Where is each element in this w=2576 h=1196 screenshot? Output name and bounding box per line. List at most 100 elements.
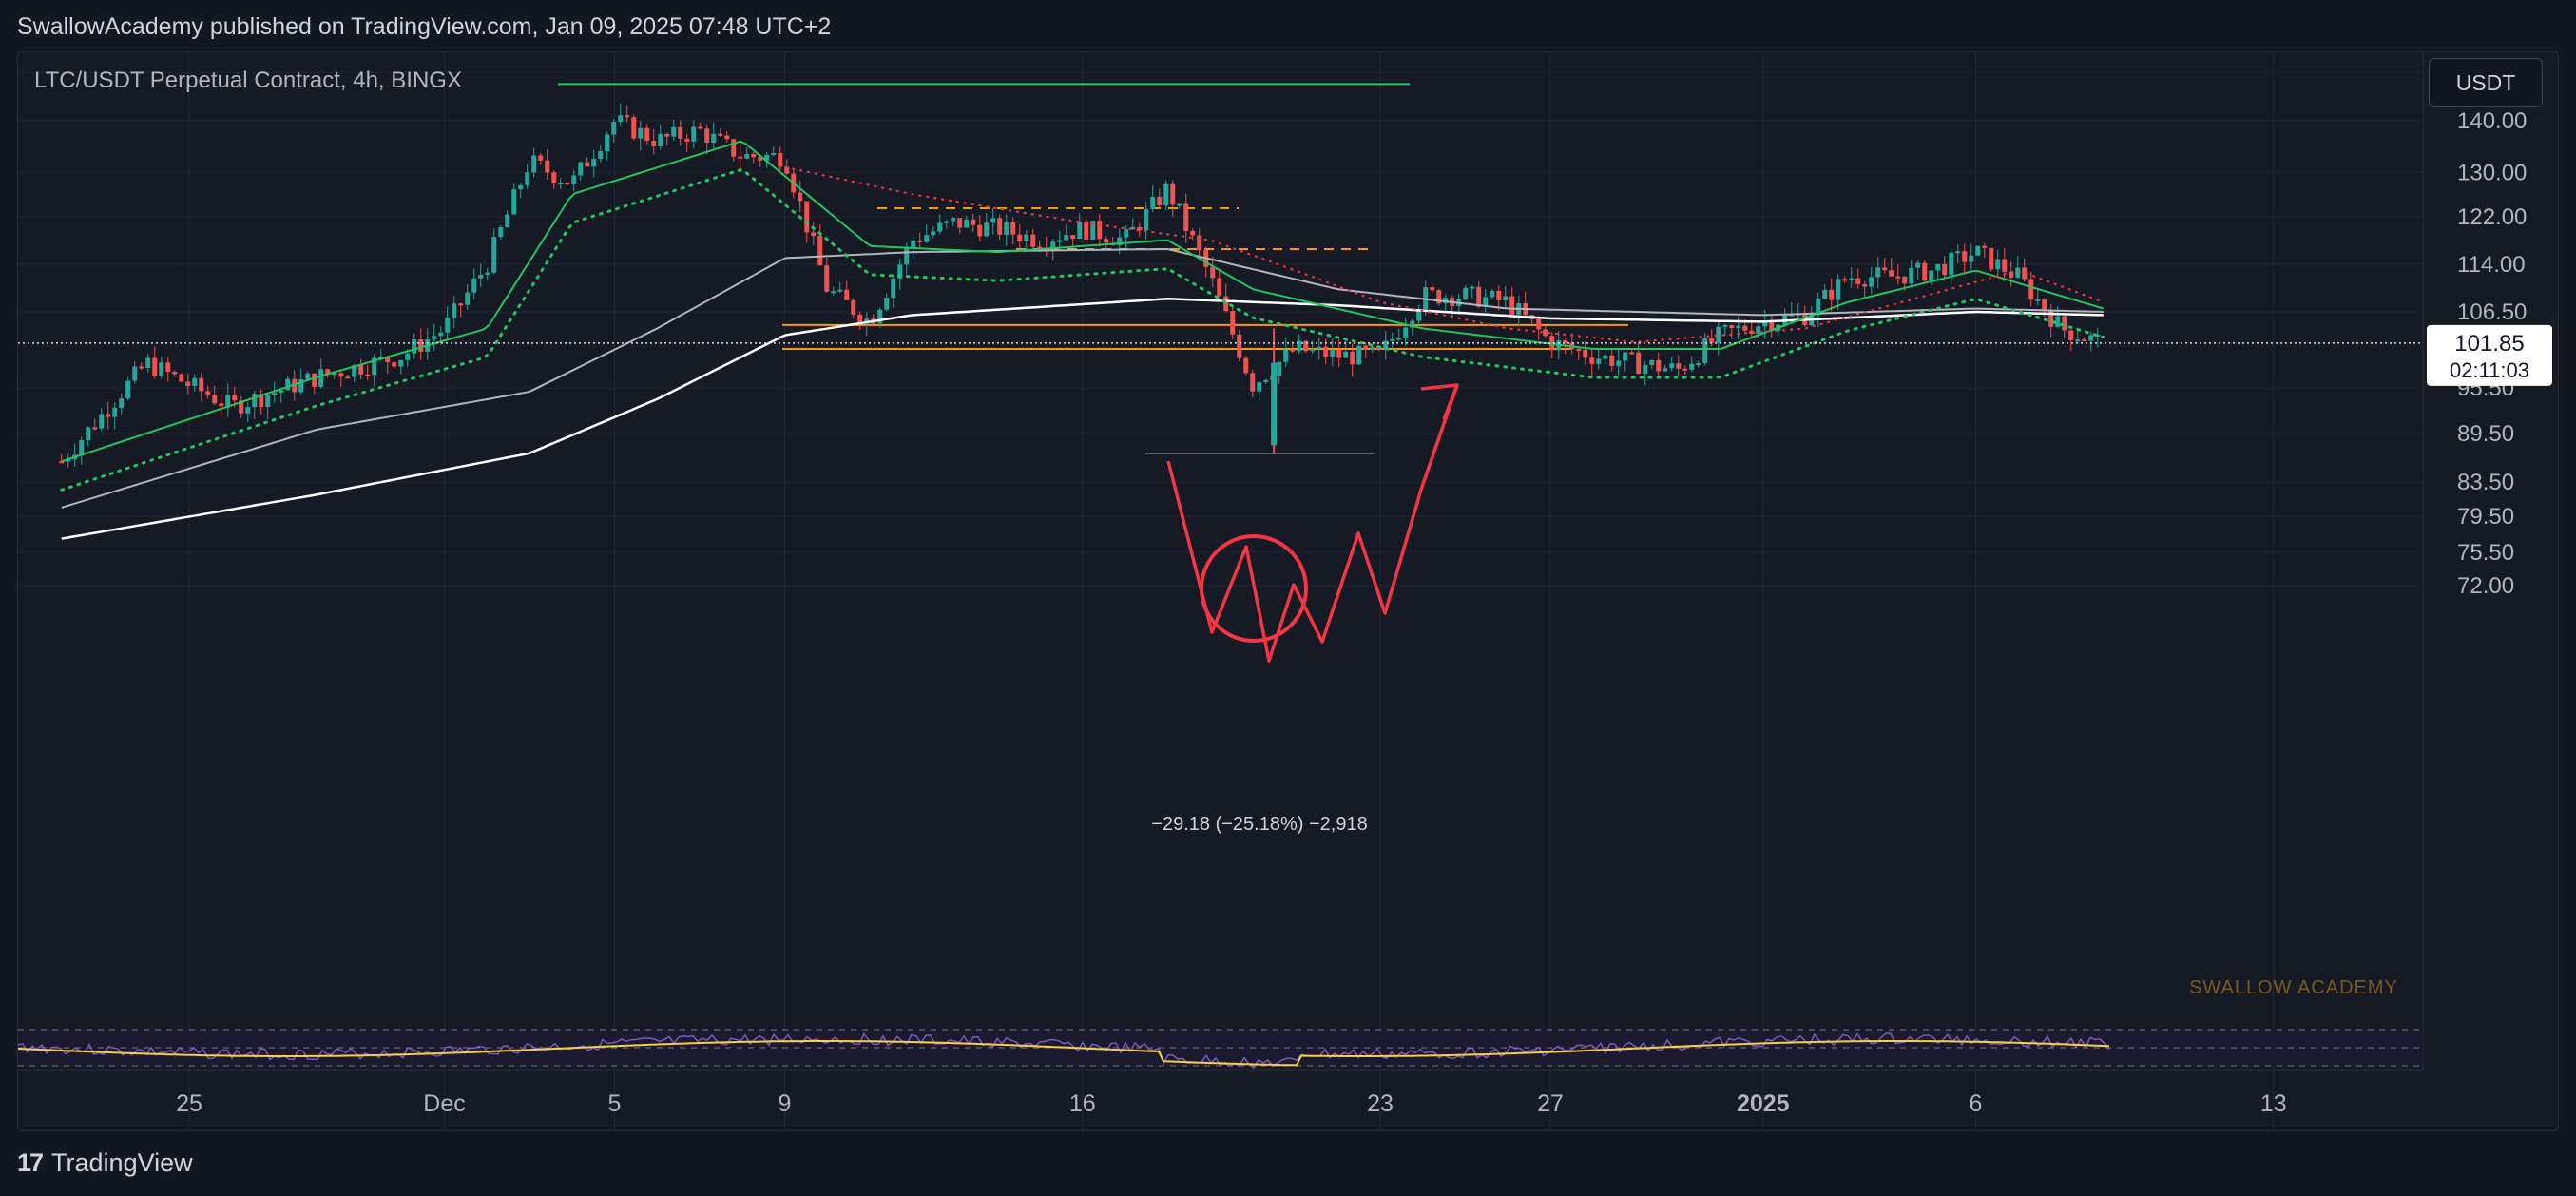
time-tick-label: 16 bbox=[1069, 1090, 1096, 1117]
candle-body bbox=[964, 219, 970, 228]
currency-button[interactable]: USDT bbox=[2429, 58, 2543, 107]
candle-body bbox=[312, 373, 317, 387]
candle-body bbox=[152, 357, 158, 376]
candle-body bbox=[1177, 203, 1182, 206]
tradingview-logo[interactable]: 17 TradingView bbox=[17, 1148, 193, 1178]
candle-body bbox=[398, 359, 404, 367]
candle-body bbox=[1363, 345, 1369, 351]
candle-body bbox=[485, 272, 490, 275]
candle-body bbox=[372, 357, 377, 376]
chart-panel[interactable]: 150.00140.00130.00122.00114.00106.5095.5… bbox=[17, 51, 2559, 1131]
candle-body bbox=[172, 371, 178, 375]
drop-measure-label: −29.18 (−25.18%) −2,918 bbox=[1151, 814, 1367, 835]
candle-body bbox=[1875, 267, 1881, 278]
candle-body bbox=[1130, 226, 1136, 230]
candle-body bbox=[318, 369, 324, 387]
candle-body bbox=[1217, 278, 1222, 297]
candle-body bbox=[1722, 324, 1728, 327]
candle-body bbox=[1509, 296, 1515, 315]
candle-body bbox=[1649, 359, 1655, 366]
candle-body bbox=[911, 240, 916, 248]
candle-body bbox=[405, 353, 411, 360]
candle-body bbox=[225, 395, 231, 407]
candle-body bbox=[1836, 279, 1841, 300]
candle-body bbox=[272, 393, 278, 395]
candle-body bbox=[891, 278, 896, 298]
candle-body bbox=[1895, 276, 1901, 279]
candle-body bbox=[957, 218, 963, 228]
candle-body bbox=[857, 314, 863, 324]
candle-body bbox=[1403, 327, 1409, 338]
price-tick-label: 72.00 bbox=[2457, 573, 2514, 599]
candle-body bbox=[1676, 363, 1682, 369]
candle-body bbox=[1350, 351, 1355, 365]
projection-zigzag bbox=[1166, 384, 1459, 663]
candle-body bbox=[338, 373, 344, 377]
candle-body bbox=[1696, 363, 1701, 366]
candle-body bbox=[1982, 245, 1988, 248]
candle-body bbox=[265, 395, 271, 407]
price-tick-label: 114.00 bbox=[2457, 252, 2526, 278]
candle-body bbox=[445, 318, 451, 333]
candle-body bbox=[159, 362, 164, 376]
candle-body bbox=[511, 189, 517, 215]
candle-body bbox=[1084, 221, 1089, 240]
candle-body bbox=[1290, 349, 1296, 352]
candle-body bbox=[651, 141, 657, 146]
candle-body bbox=[478, 274, 484, 279]
candle-body bbox=[365, 374, 371, 376]
candle-body bbox=[1629, 352, 1635, 355]
candle-body bbox=[1829, 289, 1835, 300]
candle-body bbox=[59, 461, 65, 464]
candle-body bbox=[1962, 251, 1968, 262]
candle-body bbox=[86, 427, 91, 440]
candle-body bbox=[1549, 336, 1555, 351]
candle-body bbox=[644, 127, 650, 142]
candle-body bbox=[1989, 247, 1994, 270]
candle-body bbox=[2075, 339, 2081, 342]
candle-body bbox=[1436, 290, 1442, 304]
candle-body bbox=[1862, 283, 1868, 287]
candle-body bbox=[531, 155, 537, 173]
candle-body bbox=[1949, 252, 1954, 276]
candle-body bbox=[1942, 263, 1948, 276]
ema-red-dotted-line bbox=[784, 165, 2103, 343]
candle-body bbox=[2068, 330, 2074, 340]
candle-body bbox=[1237, 334, 1242, 358]
candle-body bbox=[578, 162, 584, 176]
candle-body bbox=[412, 339, 417, 354]
candle-body bbox=[1736, 325, 1741, 329]
candle-body bbox=[325, 369, 331, 375]
publisher-bar: SwallowAcademy published on TradingView.… bbox=[0, 0, 2576, 51]
candle-body bbox=[1090, 221, 1096, 240]
footer-bar: 17 TradingView bbox=[0, 1131, 2576, 1196]
ma-long-line bbox=[61, 298, 2104, 540]
candle-body bbox=[1163, 183, 1169, 205]
candle-body bbox=[358, 365, 364, 375]
candle-body bbox=[452, 303, 457, 318]
candle-body bbox=[1183, 203, 1189, 231]
candle-body bbox=[605, 134, 610, 151]
candle-body bbox=[212, 395, 218, 404]
candle-body bbox=[1137, 226, 1143, 231]
candle-body bbox=[1463, 287, 1469, 299]
candle-body bbox=[997, 218, 1003, 235]
candle-body bbox=[2028, 279, 2034, 300]
candle-body bbox=[1769, 320, 1775, 331]
candle-body bbox=[678, 126, 683, 139]
candle-body bbox=[718, 133, 723, 136]
ema-fast-line bbox=[61, 140, 2105, 463]
candle-body bbox=[2042, 299, 2047, 312]
candle-body bbox=[2055, 316, 2061, 327]
candle-body bbox=[1576, 349, 1582, 352]
time-tick-label: 25 bbox=[176, 1090, 202, 1117]
candle-body bbox=[125, 380, 131, 399]
candle-body bbox=[551, 172, 557, 183]
candle-body bbox=[1157, 196, 1163, 205]
candle-body bbox=[179, 374, 184, 382]
candle-body bbox=[1995, 259, 2001, 270]
candle-body bbox=[984, 222, 990, 237]
price-chart[interactable]: 150.00140.00130.00122.00114.00106.5095.5… bbox=[18, 52, 2558, 1130]
tradingview-logo-text: TradingView bbox=[51, 1148, 193, 1177]
rsi-line bbox=[18, 1032, 2110, 1070]
